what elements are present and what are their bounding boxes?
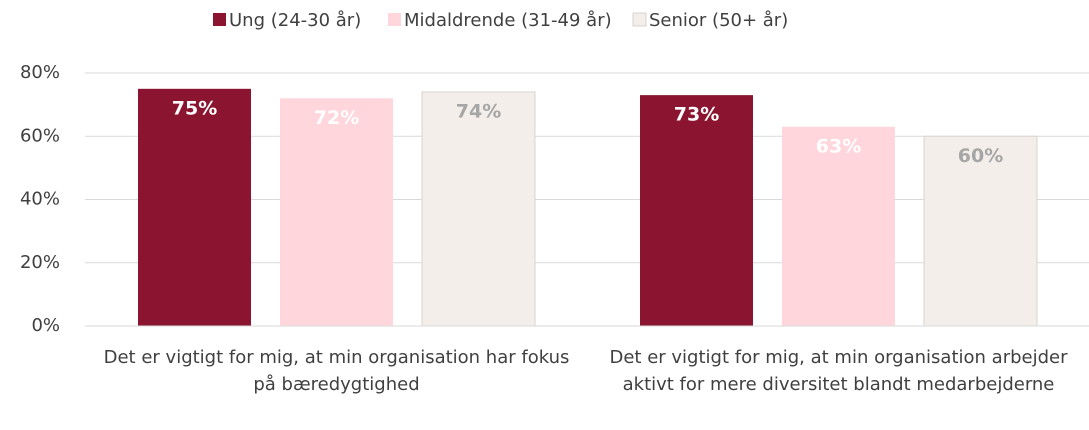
y-tick-label: 0%: [31, 315, 60, 336]
data-label: 63%: [816, 135, 861, 157]
legend-swatch: [388, 13, 401, 26]
bar: [782, 126, 895, 326]
data-label: 72%: [314, 107, 359, 129]
legend-swatch: [632, 12, 647, 27]
bar: [640, 95, 753, 326]
x-tick-label: Det er vigtigt for mig, at min organisat…: [609, 347, 1068, 395]
bar: [138, 88, 251, 326]
data-label: 75%: [172, 97, 217, 119]
legend-swatch: [213, 13, 226, 26]
bar: [421, 91, 536, 327]
legend-label: Ung (24-30 år): [229, 10, 361, 31]
data-label: 60%: [958, 145, 1003, 167]
y-tick-label: 40%: [20, 189, 60, 210]
data-label: 74%: [456, 100, 501, 122]
y-tick-label: 80%: [20, 62, 60, 83]
bar: [923, 135, 1038, 327]
bar: [280, 98, 393, 326]
y-tick-label: 20%: [20, 252, 60, 273]
legend-label: Senior (50+ år): [649, 10, 788, 31]
data-label: 73%: [674, 104, 719, 126]
x-tick-label: Det er vigtigt for mig, at min organisat…: [103, 347, 570, 395]
legend-label: Midaldrende (31-49 år): [404, 10, 612, 31]
y-tick-label: 60%: [20, 125, 60, 146]
